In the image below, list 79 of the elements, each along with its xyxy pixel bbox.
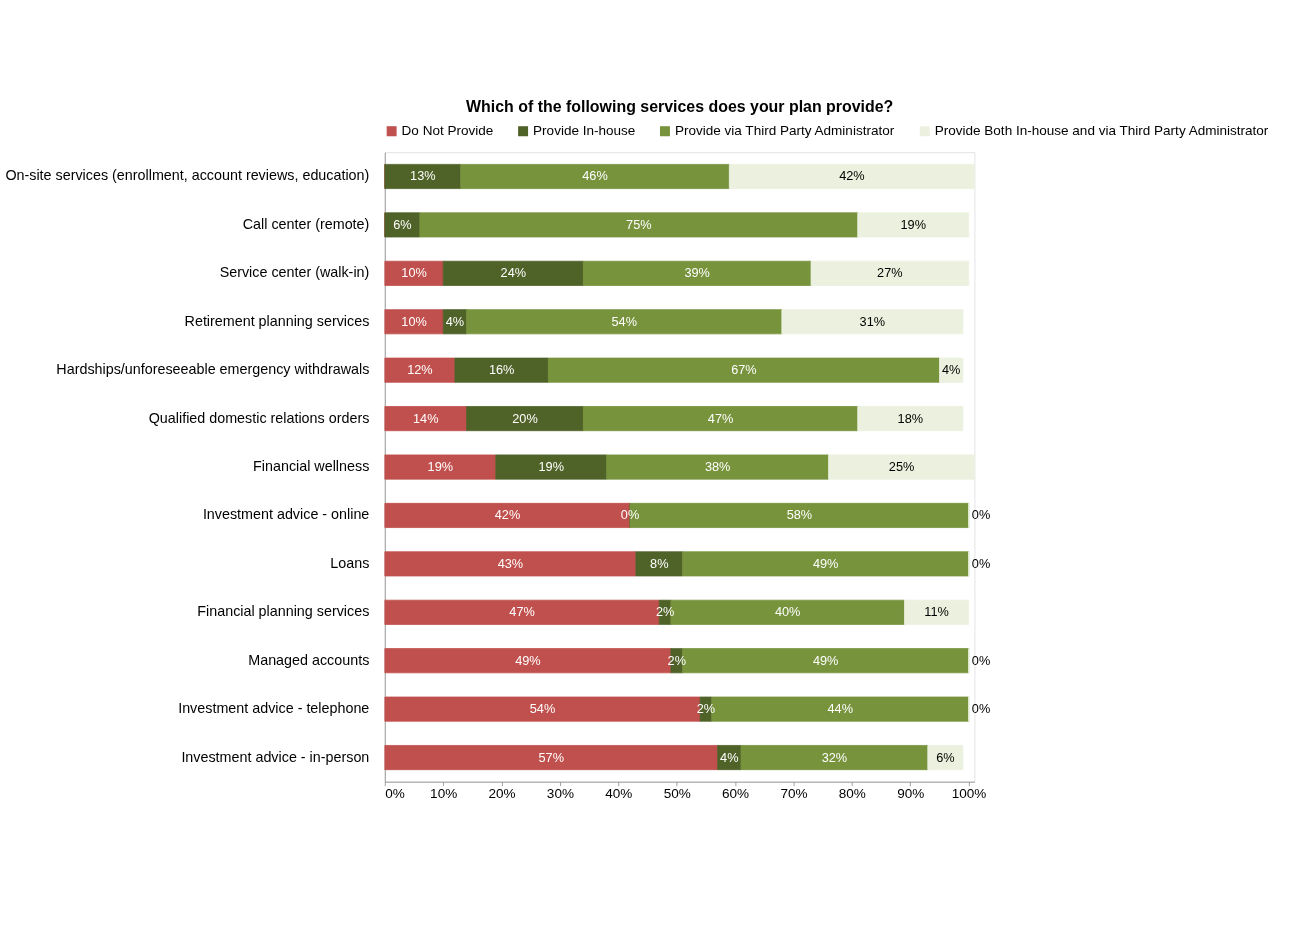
data-label: 0% [971, 507, 991, 523]
data-label: 47% [509, 604, 535, 620]
y-tick-label: Qualified domestic relations orders [148, 409, 370, 426]
data-label: 54% [529, 701, 556, 717]
legend-label: Provide In-house [533, 123, 636, 139]
y-tick-label: On-site services (enrollment, account reviews, education) [5, 167, 370, 184]
data-label: 2% [655, 604, 675, 620]
data-label: 6% [936, 749, 955, 765]
x-tick-label: 10% [430, 786, 458, 802]
data-label: 20% [512, 410, 538, 426]
data-label: 18% [897, 410, 924, 426]
y-tick-label: Retirement planning services [184, 312, 370, 329]
y-tick-label: Managed accounts [248, 651, 370, 668]
data-label: 8% [650, 555, 669, 571]
legend-label: Provide via Third Party Administrator [674, 123, 895, 139]
data-label: 42% [494, 507, 521, 523]
data-label: 47% [707, 410, 734, 426]
data-label: 19% [538, 459, 564, 475]
x-tick-label: 60% [722, 786, 750, 802]
y-tick-label: Financial wellness [253, 458, 370, 475]
data-label: 10% [401, 313, 427, 329]
y-tick-label: Service center (walk-in) [219, 264, 370, 281]
data-label: 0% [971, 555, 991, 571]
data-label: 38% [704, 459, 731, 475]
data-label: 16% [488, 362, 515, 378]
x-tick-label: 20% [488, 786, 516, 802]
data-label: 6% [393, 216, 412, 232]
data-label: 31% [859, 313, 886, 329]
y-tick-label: Investment advice - in-person [181, 748, 370, 765]
data-label: 25% [888, 459, 915, 475]
x-tick-label: 50% [663, 786, 691, 802]
data-label: 49% [812, 555, 839, 571]
data-label: 57% [538, 749, 564, 765]
data-label: 54% [611, 313, 637, 329]
data-label: 44% [827, 701, 853, 717]
data-label: 13% [410, 168, 436, 184]
legend-label: Provide Both In-house and via Third Party Administrator [934, 123, 1269, 139]
x-tick-label: 70% [780, 786, 808, 802]
x-tick-label: 0% [385, 786, 405, 802]
data-label: 0% [971, 701, 991, 717]
y-tick-label: Hardships/unforeseeable emergency withdrawals [56, 361, 370, 378]
data-label: 32% [821, 749, 848, 765]
data-label: 4% [445, 313, 465, 329]
data-label: 58% [786, 507, 813, 523]
data-label: 42% [839, 168, 865, 184]
chart-title: Which of the following services does your plan provide? [466, 97, 894, 115]
x-tick-label: 40% [605, 786, 633, 802]
data-label: 67% [731, 362, 757, 378]
data-label: 2% [667, 652, 686, 668]
data-label: 49% [812, 652, 839, 668]
data-label: 11% [924, 604, 949, 620]
data-label: 27% [877, 265, 903, 281]
legend-label: Do Not Provide [401, 123, 494, 139]
data-label: 49% [515, 652, 541, 668]
data-label: 12% [407, 362, 433, 378]
data-label: 14% [412, 410, 439, 426]
data-label: 19% [427, 459, 454, 475]
data-label: 24% [500, 265, 527, 281]
data-label: 2% [696, 701, 716, 717]
data-label: 4% [720, 749, 739, 765]
y-tick-label: Call center (remote) [242, 215, 370, 232]
y-tick-label: Loans [330, 554, 370, 571]
data-label: 40% [774, 604, 801, 620]
data-label: 4% [941, 362, 961, 378]
y-tick-label: Investment advice - telephone [178, 700, 370, 717]
y-tick-label: Investment advice - online [202, 506, 370, 523]
x-tick-label: 30% [546, 786, 574, 802]
data-label: 19% [900, 216, 926, 232]
data-label: 43% [497, 555, 524, 571]
x-tick-label: 100% [951, 786, 987, 802]
data-label: 46% [582, 168, 608, 184]
data-label: 0% [971, 652, 991, 668]
x-tick-label: 80% [838, 786, 866, 802]
data-label: 39% [684, 265, 710, 281]
y-tick-label: Financial planning services [197, 603, 370, 620]
data-label: 75% [626, 216, 652, 232]
data-label: 0% [620, 507, 640, 523]
x-tick-label: 90% [897, 786, 925, 802]
data-label: 10% [401, 265, 427, 281]
